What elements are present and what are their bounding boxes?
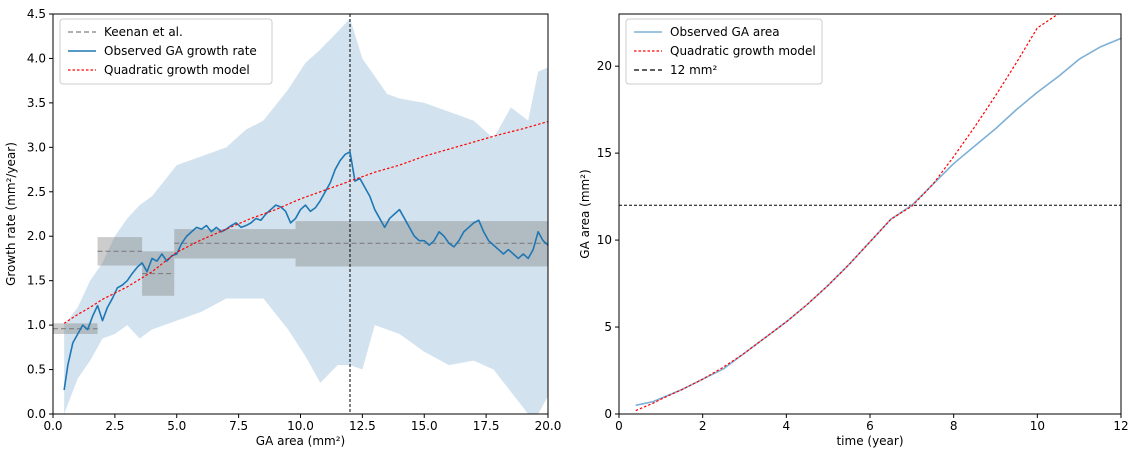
y-tick-label: 1.0 bbox=[27, 318, 46, 332]
y-tick-label: 0 bbox=[604, 407, 612, 421]
legend-label: Quadratic growth model bbox=[104, 63, 250, 77]
legend-label: Keenan et al. bbox=[104, 25, 183, 39]
growth-rate-chart: 0.0 2.5 5.0 7.5 10.0 12.5 15.0 17.5 20.0 0.0 0.5 1.… bbox=[4, 7, 561, 448]
y-tick-label: 10 bbox=[597, 233, 612, 247]
y-tick-label: 1.5 bbox=[27, 274, 46, 288]
y-tick-label: 3.5 bbox=[27, 96, 46, 110]
x-tick-label: 0 bbox=[615, 419, 623, 433]
y-tick-label: 4.5 bbox=[27, 7, 46, 21]
x-tick-label: 2.5 bbox=[105, 419, 124, 433]
y-tick-label: 3.0 bbox=[27, 140, 46, 154]
plot-area bbox=[53, 14, 548, 414]
y-tick-label: 0.5 bbox=[27, 363, 46, 377]
y-tick-label: 2.5 bbox=[27, 185, 46, 199]
series-line-0 bbox=[63, 150, 548, 391]
x-tick-label: 2 bbox=[699, 419, 707, 433]
x-tick-label: 7.5 bbox=[229, 419, 248, 433]
x-tick-label: 15.0 bbox=[411, 419, 438, 433]
x-tick-label: 10 bbox=[1030, 419, 1045, 433]
keenan-box bbox=[295, 221, 548, 267]
legend-box bbox=[625, 18, 823, 85]
x-tick-label: 6 bbox=[866, 419, 874, 433]
legend-label: Observed GA area bbox=[670, 25, 780, 39]
x-tick-label: 5.0 bbox=[167, 419, 186, 433]
legend-label: Observed GA growth rate bbox=[104, 44, 257, 58]
legend: Observed GA area Quadratic growth model 12… bbox=[625, 18, 823, 85]
y-tick-label: 20 bbox=[597, 59, 612, 73]
confidence-band bbox=[64, 18, 548, 414]
x-tick-label: 0.0 bbox=[43, 419, 62, 433]
series-line-1 bbox=[63, 120, 548, 324]
y-tick-label: 15 bbox=[597, 146, 612, 160]
legend: Keenan et al. Observed GA growth rate Quad… bbox=[59, 18, 273, 85]
y-tick-label: 5 bbox=[604, 320, 612, 334]
y-axis-label: Growth rate (mm²/year) bbox=[4, 142, 18, 286]
y-tick-label: 2.0 bbox=[27, 229, 46, 243]
legend-label: 12 mm² bbox=[670, 63, 717, 77]
x-axis-label: time (year) bbox=[836, 434, 903, 448]
x-tick-label: 4 bbox=[783, 419, 791, 433]
x-tick-label: 10.0 bbox=[287, 419, 314, 433]
plot-area bbox=[619, 14, 1121, 412]
x-tick-label: 17.5 bbox=[473, 419, 500, 433]
ga-area-chart: 0 2 4 6 8 10 12 0 5 10 15 20 time (year) GA area (mm²… bbox=[578, 13, 1129, 448]
series-line-0 bbox=[635, 37, 1121, 407]
keenan-box bbox=[97, 237, 143, 266]
y-tick-label: 4.0 bbox=[27, 51, 46, 65]
x-tick-label: 12 bbox=[1113, 419, 1128, 433]
keenan-box bbox=[53, 323, 98, 334]
x-tick-label: 8 bbox=[950, 419, 958, 433]
y-axis-label: GA area (mm²) bbox=[578, 169, 592, 258]
legend-label: Quadratic growth model bbox=[670, 44, 816, 58]
x-axis-label: GA area (mm²) bbox=[256, 434, 345, 448]
y-tick-label: 0.0 bbox=[27, 407, 46, 421]
x-tick-label: 12.5 bbox=[349, 419, 376, 433]
legend-box bbox=[59, 18, 273, 85]
x-tick-label: 20.0 bbox=[535, 419, 562, 433]
